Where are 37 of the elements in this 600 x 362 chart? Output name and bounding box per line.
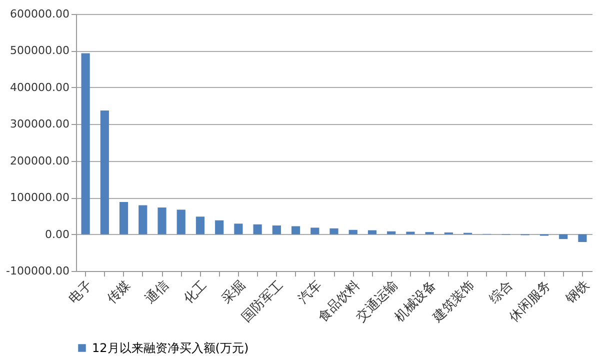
bar: [406, 232, 415, 234]
y-tick-label: 200000.00: [10, 154, 70, 168]
bar: [176, 210, 186, 234]
bar: [578, 234, 587, 242]
bar: [158, 207, 166, 234]
y-tick-label: 300000.00: [10, 118, 70, 131]
bar: [138, 205, 148, 234]
bar: [100, 110, 109, 234]
bar: [291, 226, 300, 234]
bar: [368, 230, 377, 234]
bar: [330, 228, 338, 234]
y-tick-label: 600000.00: [10, 8, 70, 20]
bar: [272, 225, 281, 234]
bar: [196, 216, 205, 234]
y-tick-label: 0.00: [45, 228, 70, 241]
bar: [119, 202, 128, 234]
y-tick-label: 400000.00: [10, 80, 70, 94]
bar: [234, 224, 243, 234]
x-tick-label: 综合: [486, 278, 516, 307]
x-tick-label: 汽车: [296, 278, 325, 307]
y-tick-label: 500000.00: [10, 44, 70, 58]
bar: [215, 220, 224, 234]
x-tick-label: 采掘: [219, 278, 248, 307]
x-tick-label: 电子: [66, 278, 96, 307]
bar: [253, 224, 262, 234]
x-tick-label: 传媒: [104, 278, 134, 307]
y-tick-label: -100000.00: [6, 264, 70, 278]
y-tick-label: 100000.00: [10, 191, 70, 204]
bar: [348, 230, 358, 234]
bar: [559, 234, 568, 240]
x-tick-label: 通信: [142, 278, 172, 307]
bar: [310, 228, 320, 234]
bar: [81, 53, 90, 234]
legend-label: 12月以来融资净买入额(万元): [92, 341, 249, 355]
x-tick-label: 钢铁: [562, 278, 592, 308]
bar: [387, 231, 396, 234]
x-tick-label: 化工: [181, 278, 210, 307]
